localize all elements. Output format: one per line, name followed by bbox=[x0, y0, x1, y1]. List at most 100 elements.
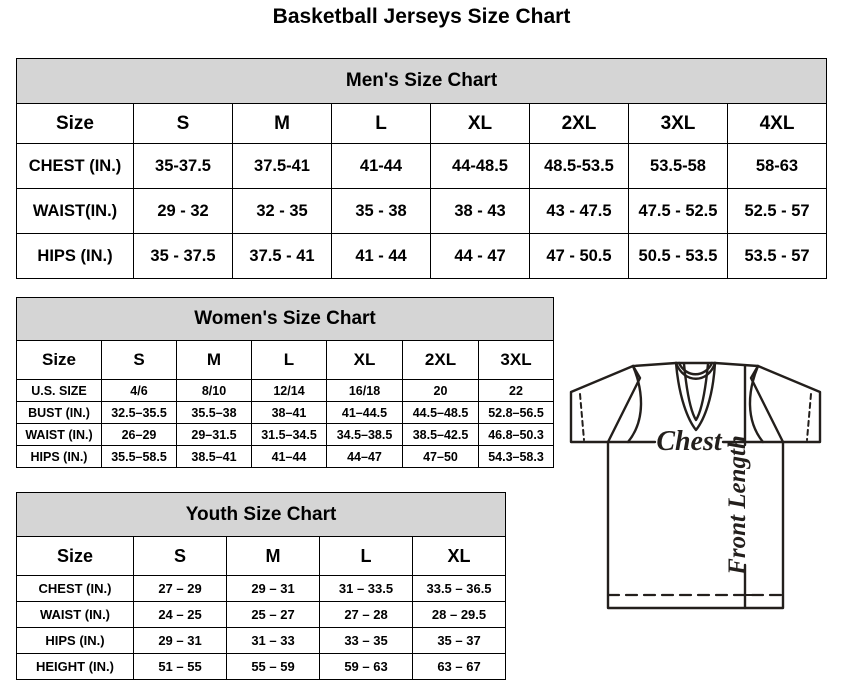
youth-height-s: 51 – 55 bbox=[133, 653, 227, 680]
youth-height-m: 55 – 59 bbox=[226, 653, 320, 680]
mens-waist-2xl: 43 - 47.5 bbox=[529, 188, 629, 234]
mens-waist-xl: 38 - 43 bbox=[430, 188, 530, 234]
mens-waist-l: 35 - 38 bbox=[331, 188, 431, 234]
youth-col-header-l: L bbox=[319, 536, 413, 576]
womens-bust-xl: 41–44.5 bbox=[326, 401, 403, 424]
youth-chest-xl: 33.5 – 36.5 bbox=[411, 575, 507, 602]
page-title: Basketball Jerseys Size Chart bbox=[272, 5, 571, 28]
womens-header-row: Size S M L XL 2XL 3XL bbox=[16, 340, 554, 380]
mens-waist-4xl: 52.5 - 57 bbox=[726, 188, 828, 234]
womens-col-header-l: L bbox=[251, 340, 327, 380]
youth-hips-m: 31 – 33 bbox=[226, 627, 320, 654]
mens-chest-l: 41-44 bbox=[331, 143, 431, 189]
right-sleeve-shape bbox=[749, 364, 822, 444]
youth-col-header-size: Size bbox=[16, 536, 134, 576]
womens-ussize-m: 8/10 bbox=[176, 379, 252, 402]
table-row: BUST (IN.) 32.5–35.5 35.5–38 38–41 41–44… bbox=[16, 401, 554, 424]
womens-waist-m: 29–31.5 bbox=[176, 423, 252, 446]
womens-bust-2xl: 44.5–48.5 bbox=[402, 401, 479, 424]
youth-row-label-waist: WAIST (IN.) bbox=[16, 601, 134, 628]
womens-waist-2xl: 38.5–42.5 bbox=[402, 423, 479, 446]
left-sleeve-shape bbox=[569, 364, 642, 444]
mens-col-header-4xl: 4XL bbox=[726, 103, 828, 144]
womens-col-header-s: S bbox=[101, 340, 177, 380]
youth-waist-l: 27 – 28 bbox=[319, 601, 413, 628]
youth-col-header-s: S bbox=[133, 536, 227, 576]
womens-hips-2xl: 47–50 bbox=[402, 445, 479, 468]
table-row: HEIGHT (IN.) 51 – 55 55 – 59 59 – 63 63 … bbox=[16, 653, 507, 680]
womens-hips-xl: 44–47 bbox=[326, 445, 403, 468]
mens-waist-m: 32 - 35 bbox=[232, 188, 332, 234]
womens-col-header-2xl: 2XL bbox=[402, 340, 479, 380]
right-shoulder-edge bbox=[713, 361, 760, 368]
youth-height-xl: 63 – 67 bbox=[411, 653, 507, 680]
front-length-measure-label: Front Length bbox=[724, 435, 751, 576]
womens-row-label-us-size: U.S. SIZE bbox=[16, 379, 102, 402]
womens-ussize-l: 12/14 bbox=[251, 379, 327, 402]
table-row: WAIST (IN.) 26–29 29–31.5 31.5–34.5 34.5… bbox=[16, 423, 554, 446]
womens-caption-row: Women's Size Chart bbox=[16, 297, 554, 341]
mens-row-label-chest: CHEST (IN.) bbox=[16, 143, 134, 189]
neckline-inner-v bbox=[682, 362, 710, 422]
jersey-body-outline bbox=[606, 440, 785, 610]
youth-hips-l: 33 – 35 bbox=[319, 627, 413, 654]
mens-col-header-m: M bbox=[232, 103, 332, 144]
table-row: HIPS (IN.) 29 – 31 31 – 33 33 – 35 35 – … bbox=[16, 627, 507, 654]
left-shoulder-edge bbox=[631, 361, 678, 368]
youth-row-label-height: HEIGHT (IN.) bbox=[16, 653, 134, 680]
mens-chest-4xl: 58-63 bbox=[726, 143, 828, 189]
mens-chart-caption: Men's Size Chart bbox=[15, 58, 828, 104]
womens-hips-s: 35.5–58.5 bbox=[101, 445, 177, 468]
chest-measure-label: Chest bbox=[656, 426, 723, 457]
mens-hips-2xl: 47 - 50.5 bbox=[529, 233, 629, 279]
youth-row-label-hips: HIPS (IN.) bbox=[16, 627, 134, 654]
mens-hips-m: 37.5 - 41 bbox=[232, 233, 332, 279]
mens-header-row: Size S M L XL 2XL 3XL 4XL bbox=[16, 103, 828, 144]
mens-row-label-hips: HIPS (IN.) bbox=[16, 233, 134, 279]
womens-ussize-s: 4/6 bbox=[101, 379, 177, 402]
table-row: U.S. SIZE 4/6 8/10 12/14 16/18 20 22 bbox=[16, 379, 554, 402]
mens-waist-s: 29 - 32 bbox=[133, 188, 233, 234]
youth-header-row: Size S M L XL bbox=[16, 536, 507, 576]
mens-col-header-xl: XL bbox=[430, 103, 530, 144]
table-row: WAIST (IN.) 24 – 25 25 – 27 27 – 28 28 –… bbox=[16, 601, 507, 628]
mens-caption-row: Men's Size Chart bbox=[15, 58, 828, 104]
mens-chest-m: 37.5-41 bbox=[232, 143, 332, 189]
right-armhole-curve bbox=[748, 364, 765, 444]
mens-waist-3xl: 47.5 - 52.5 bbox=[628, 188, 728, 234]
youth-chart-caption: Youth Size Chart bbox=[15, 492, 507, 537]
womens-waist-3xl: 46.8–50.3 bbox=[478, 423, 554, 446]
left-cuff-stitch-dashed bbox=[579, 393, 585, 441]
womens-col-header-m: M bbox=[176, 340, 252, 380]
womens-bust-s: 32.5–35.5 bbox=[101, 401, 177, 424]
womens-waist-xl: 34.5–38.5 bbox=[326, 423, 403, 446]
youth-hips-s: 29 – 31 bbox=[133, 627, 227, 654]
youth-waist-m: 25 – 27 bbox=[226, 601, 320, 628]
youth-row-label-chest: CHEST (IN.) bbox=[16, 575, 134, 602]
womens-hips-3xl: 54.3–58.3 bbox=[478, 445, 554, 468]
left-armhole-curve bbox=[626, 364, 643, 444]
womens-bust-3xl: 52.8–56.5 bbox=[478, 401, 554, 424]
womens-col-header-3xl: 3XL bbox=[478, 340, 554, 380]
womens-row-label-bust: BUST (IN.) bbox=[16, 401, 102, 424]
table-row: HIPS (IN.) 35.5–58.5 38.5–41 41–44 44–47… bbox=[16, 445, 554, 468]
womens-waist-s: 26–29 bbox=[101, 423, 177, 446]
mens-col-header-2xl: 2XL bbox=[529, 103, 629, 144]
mens-col-header-s: S bbox=[133, 103, 233, 144]
mens-col-header-size: Size bbox=[16, 103, 134, 144]
womens-bust-l: 38–41 bbox=[251, 401, 327, 424]
youth-chest-s: 27 – 29 bbox=[133, 575, 227, 602]
youth-chest-m: 29 – 31 bbox=[226, 575, 320, 602]
youth-waist-xl: 28 – 29.5 bbox=[411, 601, 507, 628]
right-cuff-stitch-dashed bbox=[806, 393, 812, 441]
womens-col-header-size: Size bbox=[16, 340, 102, 380]
youth-waist-s: 24 – 25 bbox=[133, 601, 227, 628]
youth-height-l: 59 – 63 bbox=[319, 653, 413, 680]
mens-hips-3xl: 50.5 - 53.5 bbox=[628, 233, 728, 279]
table-row: HIPS (IN.) 35 - 37.5 37.5 - 41 41 - 44 4… bbox=[16, 233, 828, 279]
youth-col-header-xl: XL bbox=[411, 536, 507, 576]
table-row: WAIST(IN.) 29 - 32 32 - 35 35 - 38 38 - … bbox=[16, 188, 828, 234]
mens-chest-s: 35-37.5 bbox=[133, 143, 233, 189]
womens-col-header-xl: XL bbox=[326, 340, 403, 380]
mens-col-header-l: L bbox=[331, 103, 431, 144]
